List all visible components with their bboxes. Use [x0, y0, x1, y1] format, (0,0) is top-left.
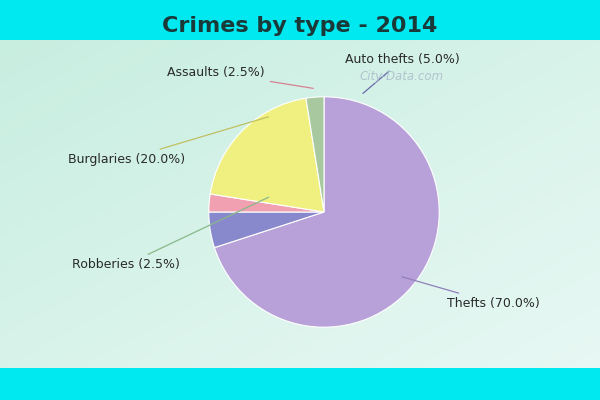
Wedge shape [214, 97, 439, 327]
Text: Thefts (70.0%): Thefts (70.0%) [402, 277, 540, 310]
Text: Crimes by type - 2014: Crimes by type - 2014 [163, 16, 437, 36]
Text: Robberies (2.5%): Robberies (2.5%) [72, 197, 269, 271]
Text: Burglaries (20.0%): Burglaries (20.0%) [68, 117, 269, 166]
Wedge shape [209, 194, 324, 212]
Wedge shape [306, 97, 324, 212]
Wedge shape [210, 98, 324, 212]
Text: Assaults (2.5%): Assaults (2.5%) [167, 66, 313, 88]
Text: Auto thefts (5.0%): Auto thefts (5.0%) [345, 54, 460, 94]
Wedge shape [209, 212, 324, 248]
Text: City-Data.com: City-Data.com [360, 70, 444, 82]
